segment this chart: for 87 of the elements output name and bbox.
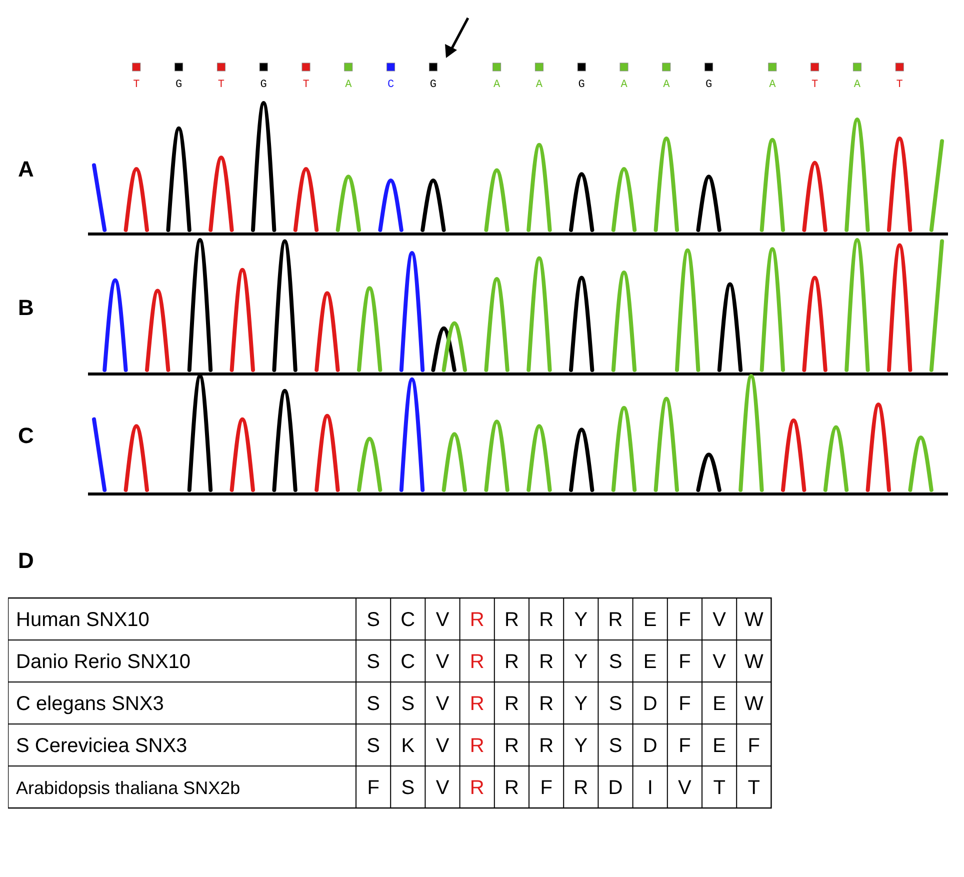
category-label: Danio Rerio SNX10 bbox=[16, 651, 191, 673]
text: D bbox=[642, 735, 658, 757]
x-tick-label: T bbox=[133, 79, 140, 91]
text: R bbox=[539, 651, 554, 673]
category-label: Human SNX10 bbox=[16, 609, 150, 631]
text: R bbox=[504, 777, 519, 799]
text: W bbox=[744, 609, 764, 631]
category-label: C elegans SNX3 bbox=[16, 693, 164, 715]
text: R bbox=[504, 735, 519, 757]
x-tick-label: A bbox=[345, 79, 352, 91]
x-tick-label: G bbox=[175, 79, 182, 91]
x-tick-label: T bbox=[811, 79, 818, 91]
text: V bbox=[712, 651, 726, 673]
text: B bbox=[18, 295, 34, 320]
x-tick-label: A bbox=[493, 79, 500, 91]
text: R bbox=[470, 609, 484, 631]
text: F bbox=[748, 735, 760, 757]
text: R bbox=[470, 735, 484, 757]
text: F bbox=[367, 777, 380, 799]
x-tick-label: A bbox=[536, 79, 543, 91]
text: V bbox=[436, 609, 450, 631]
x-tick-label: T bbox=[896, 79, 904, 91]
text: F bbox=[678, 651, 691, 673]
text: V bbox=[436, 651, 450, 673]
text: V bbox=[712, 609, 726, 631]
text: S bbox=[366, 609, 380, 631]
text: W bbox=[744, 693, 764, 715]
x-tick-label: A bbox=[854, 79, 861, 91]
text: K bbox=[401, 735, 415, 757]
text: E bbox=[643, 651, 657, 673]
text: R bbox=[539, 735, 554, 757]
text: Y bbox=[574, 651, 588, 673]
text: R bbox=[574, 777, 588, 799]
x-tick-label: T bbox=[302, 79, 310, 91]
text: S bbox=[366, 651, 380, 673]
text: C bbox=[18, 423, 34, 448]
text: R bbox=[504, 693, 519, 715]
text: Y bbox=[574, 693, 588, 715]
text: F bbox=[678, 735, 691, 757]
text: R bbox=[539, 693, 554, 715]
text: E bbox=[643, 609, 657, 631]
text: W bbox=[744, 651, 764, 673]
text: V bbox=[436, 777, 450, 799]
text: R bbox=[470, 777, 484, 799]
text: R bbox=[470, 693, 484, 715]
text: C bbox=[400, 651, 416, 673]
text: S bbox=[401, 777, 415, 799]
text: V bbox=[436, 735, 450, 757]
text: S bbox=[401, 693, 415, 715]
text: V bbox=[678, 777, 692, 799]
text: S bbox=[608, 693, 622, 715]
text: D bbox=[642, 693, 658, 715]
text: E bbox=[712, 735, 726, 757]
x-tick-label: C bbox=[387, 79, 394, 91]
text: F bbox=[540, 777, 552, 799]
text: S bbox=[366, 693, 380, 715]
text: C bbox=[400, 609, 416, 631]
x-tick-label: T bbox=[218, 79, 225, 91]
x-tick-label: G bbox=[260, 79, 267, 91]
text: D bbox=[608, 777, 623, 799]
x-tick-label: A bbox=[769, 79, 776, 91]
text: Y bbox=[574, 735, 588, 757]
text: T bbox=[713, 777, 726, 799]
text: S bbox=[366, 735, 380, 757]
text: S bbox=[608, 651, 622, 673]
text: E bbox=[712, 693, 726, 715]
text: Y bbox=[574, 609, 588, 631]
text: R bbox=[470, 651, 484, 673]
x-tick-label: G bbox=[430, 79, 437, 91]
category-label: S Cereviciea SNX3 bbox=[16, 735, 188, 757]
text: I bbox=[647, 777, 653, 799]
text: R bbox=[504, 651, 519, 673]
x-tick-label: G bbox=[578, 79, 585, 91]
text: R bbox=[504, 609, 519, 631]
text: R bbox=[608, 609, 623, 631]
text: F bbox=[678, 693, 691, 715]
text: V bbox=[436, 693, 450, 715]
text: A bbox=[18, 156, 34, 182]
category-label: Arabidopsis thaliana SNX2b bbox=[16, 778, 240, 798]
text: R bbox=[539, 609, 554, 631]
x-tick-label: A bbox=[620, 79, 628, 91]
x-tick-label: A bbox=[663, 79, 670, 91]
text: F bbox=[678, 609, 691, 631]
text: S bbox=[608, 735, 622, 757]
text: D bbox=[18, 548, 34, 573]
x-tick-label: G bbox=[705, 79, 712, 91]
text: T bbox=[748, 777, 760, 799]
